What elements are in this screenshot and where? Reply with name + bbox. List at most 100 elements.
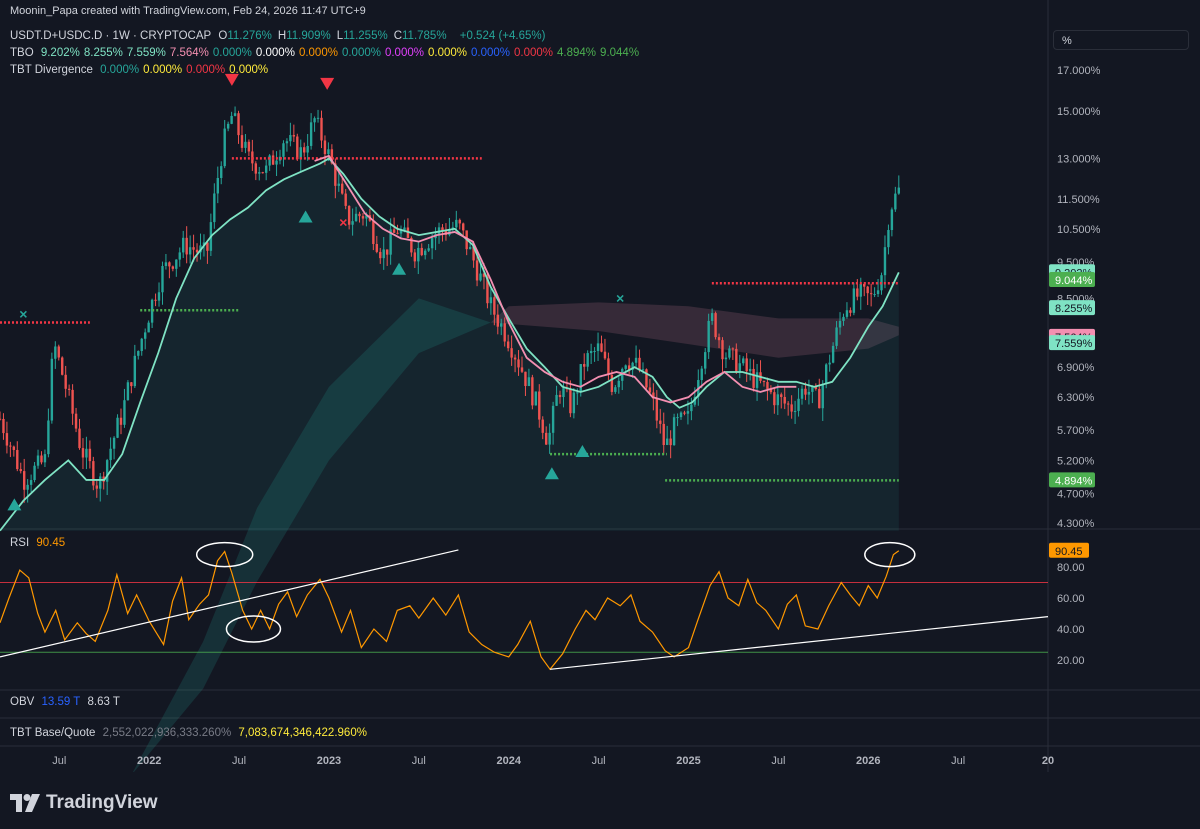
candle-body [216,177,219,194]
candle-body [548,432,551,445]
time-tick-label: 2023 [317,755,341,767]
candle-body [551,405,555,433]
cloud-bearish [490,302,899,358]
candle-body [320,117,323,141]
candle-body [192,247,195,250]
candle-body [365,215,368,219]
tbo-value-13: 9.044% [600,47,640,59]
candle-body [517,359,520,368]
candle-body [420,247,423,256]
candle-body [665,438,669,446]
signal-cross [616,294,624,302]
candle-body [85,448,88,458]
candle-body [648,387,652,393]
candle-body [12,446,16,450]
candle-body [351,221,354,225]
candle-body [600,343,603,352]
candle-body [769,388,773,393]
price-tick-label: 10.500% [1057,224,1101,236]
candle-body [206,242,209,251]
time-tick-label: 2022 [137,755,161,767]
candle-body [143,332,147,339]
tbo-legend[interactable]: TBO 9.202% 8.255% 7.559% 7.564% 0.000% 0.000%… [10,47,647,59]
obv-legend[interactable]: OBV 13.59 T 8.63 T [10,696,124,708]
candle-body [869,293,873,295]
candle-body [244,141,247,148]
candle-body [334,163,337,186]
rsi-annotation-circle [225,615,282,643]
obv-value-2: 8.63 T [87,696,120,708]
candle-body [271,155,275,165]
candle-body [147,322,150,333]
tbt-divergence-legend[interactable]: TBT Divergence 0.000% 0.000% 0.000% 0.000% [10,64,276,76]
scale-mode-button[interactable]: % [1053,30,1189,50]
candle-body [607,358,610,375]
candle-body [455,219,458,228]
candle-body [417,247,420,262]
ohlc-key-h: H [277,30,287,42]
candle-body [621,368,624,381]
candle-body [396,232,399,234]
candle-body [468,246,472,250]
candle-body [316,117,320,119]
candle-body [624,365,627,369]
candle-body [731,348,735,350]
candle-body [126,382,130,401]
candle-body [704,352,707,369]
candle-body [676,417,679,419]
ohlc-value-h: 11.909% [286,30,331,42]
candle-body [728,348,731,358]
candle-body [26,484,29,490]
candle-body [506,341,510,349]
time-tick-label: Jul [771,755,785,767]
candle-body [223,128,226,167]
price-label-text: 8.255% [1055,303,1093,315]
tbt-base-quote-legend[interactable]: TBT Base/Quote 2,552,022,936,333.260% 7,… [10,727,371,739]
candle-body [811,385,814,392]
candle-body [133,355,137,387]
tradingview-logo[interactable]: TradingView [10,792,158,814]
candle-body [659,420,662,424]
ohlc-key-o: O [218,30,228,42]
candle-body [745,358,748,372]
tbo-value-0: 9.202% [40,47,80,59]
candle-body [555,394,558,406]
candle-body [264,165,268,173]
candle-body [614,387,617,392]
candle-body [793,410,797,412]
candle-body [524,371,527,387]
candle-body [164,262,168,267]
price-label-box [1049,335,1095,351]
tbo-values: 9.202% 8.255% 7.559% 7.564% 0.000% 0.000% 0.00… [41,47,643,59]
candle-body [43,454,47,463]
candle-body [372,220,375,244]
candle-body [33,465,36,481]
tbo-value-7: 0.000% [341,47,381,59]
candle-body [489,297,493,304]
tbt-value-1: 2,552,022,936,333.260% [102,727,232,739]
candle-body [195,249,199,253]
candle-body [690,404,693,412]
candle-body [776,394,780,406]
candle-body [520,367,524,372]
candle-body [2,418,5,434]
rsi-annotation-circle [864,541,916,568]
ohlc-value-c: 11.785% [402,30,447,42]
symbol-legend[interactable]: USDT.D+USDC.D · 1W · CRYPTOCAP O11.276% H… [10,30,549,42]
ohlc-value-l: 11.255% [343,30,388,42]
candle-body [233,113,237,116]
rsi-legend[interactable]: RSI 90.45 [10,537,69,549]
candle-body [652,392,655,399]
candle-body [188,247,192,255]
candle-body [714,313,717,338]
candle-body [883,247,887,276]
candle-body [493,297,496,315]
symbol-name[interactable]: USDT.D+USDC.D · 1W · CRYPTOCAP [10,30,212,42]
candle-body [379,251,382,259]
candle-body [178,252,181,260]
candle-body [9,445,12,447]
tbo-value-3: 7.564% [169,47,209,59]
rsi-label: RSI [10,537,30,549]
candle-body [738,363,741,373]
